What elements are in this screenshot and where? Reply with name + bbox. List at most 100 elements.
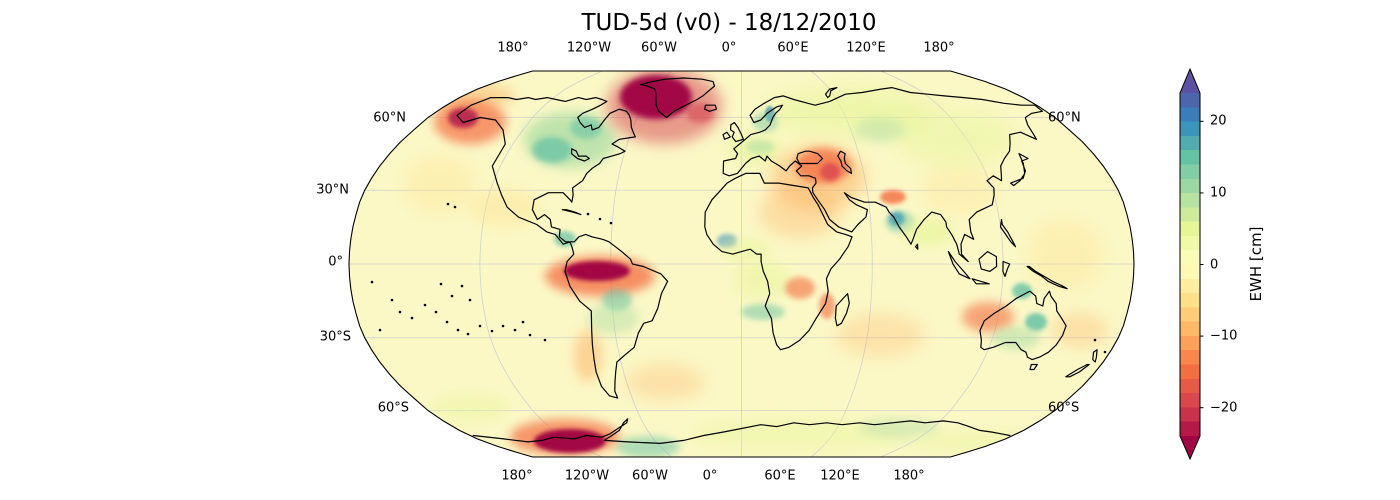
map-boundary-outline	[348, 70, 1135, 458]
island-dot	[434, 310, 438, 314]
coastline-path	[730, 121, 744, 143]
anomaly-australia-green-se	[992, 326, 1040, 350]
island-dot	[521, 320, 525, 324]
anomaly-antarctica-teal-1	[616, 436, 680, 457]
lon-tick-bottom: 60°E	[764, 468, 796, 484]
coastline-path	[999, 218, 1017, 248]
colorbar-extend-under	[1180, 436, 1200, 459]
lon-tick-top: 60°W	[641, 40, 677, 56]
coastline-path	[971, 278, 990, 285]
anomaly-colombia-teal	[554, 231, 576, 247]
anomaly-seasia-green	[902, 217, 954, 247]
lat-tick-left: 60°N	[373, 110, 406, 126]
island-dot	[439, 282, 443, 286]
island-dot	[456, 328, 460, 332]
anomaly-pacific-tint-e	[1027, 220, 1103, 290]
anomaly-canada-teal-core-1	[532, 137, 572, 163]
anomaly-himalaya-orange	[880, 190, 906, 204]
coastline-path	[1010, 153, 1029, 187]
island-dot	[490, 329, 494, 333]
lat-tick-right: 60°S	[1048, 400, 1080, 416]
anomaly-seafrica-orange	[785, 277, 815, 299]
lon-tick-top: 0°	[721, 40, 737, 56]
island-dot	[450, 294, 454, 298]
coastline-path	[1029, 363, 1038, 371]
anomaly-safrica-teal	[741, 304, 785, 320]
island-dot	[501, 324, 505, 328]
coastline-path	[561, 209, 582, 216]
anomaly-npacific-tint	[405, 157, 475, 213]
island-dot	[528, 333, 532, 337]
lon-tick-top: 180°	[497, 40, 529, 56]
coastline-path	[837, 150, 853, 174]
anomaly-iceland-red	[686, 103, 714, 123]
coastline-path	[722, 131, 731, 140]
island-dot	[453, 205, 457, 209]
coastline-path	[796, 150, 824, 165]
island-dot	[398, 310, 402, 314]
lat-tick-left: 30°S	[319, 329, 351, 345]
island-dot	[378, 328, 382, 332]
anomaly-china-tint	[920, 165, 1000, 215]
coastline-path	[978, 251, 998, 272]
anomaly-siberia-teal	[855, 118, 905, 142]
anomaly-mexico-tint	[470, 188, 540, 228]
anomaly-eantarctica-green	[910, 430, 1050, 454]
coastline-path	[834, 293, 850, 327]
coastline-path	[1092, 349, 1098, 363]
lat-tick-left: 60°S	[377, 400, 409, 416]
lon-tick-bottom: 0°	[702, 468, 718, 484]
island-dot	[410, 316, 414, 320]
anomaly-spacific-green	[430, 393, 510, 423]
anomaly-europe-teal	[746, 140, 774, 154]
anomaly-antarctica-teal-2	[860, 418, 940, 438]
coastline-path	[947, 251, 971, 280]
lon-tick-bottom: 120°W	[564, 468, 610, 484]
coastline-path	[1065, 363, 1090, 378]
coastline-path	[640, 77, 716, 119]
anomaly-antarctica-green	[690, 418, 910, 450]
coastline-path	[824, 87, 838, 99]
island-dot	[370, 280, 374, 284]
island-dot	[586, 212, 590, 216]
lon-tick-top: 60°E	[777, 40, 809, 56]
island-dot	[460, 284, 464, 288]
coastlines	[370, 77, 1107, 444]
lon-tick-top: 120°W	[566, 40, 612, 56]
anomaly-mideast-tint	[758, 186, 842, 238]
colorbar-axis-label: EWH [cm]	[1247, 226, 1265, 302]
lon-tick-bottom: 180°	[501, 468, 533, 484]
anomaly-canada-teal-core-2	[570, 117, 602, 139]
lon-tick-top: 120°E	[846, 40, 886, 56]
anomaly-madagascar-orange	[819, 293, 835, 319]
coastline-path	[704, 172, 853, 351]
island-dot	[445, 320, 449, 324]
lat-tick-right: 60°N	[1048, 110, 1081, 126]
colorbar-bar	[1180, 93, 1200, 436]
island-dot	[446, 202, 450, 206]
lat-tick-left: 30°N	[316, 182, 349, 198]
island-dot	[1103, 350, 1107, 354]
coastline-path	[914, 243, 919, 250]
lon-tick-bottom: 180°	[893, 468, 925, 484]
anomaly-africa-green-w	[720, 238, 770, 262]
anomaly-pacific-tint-se	[1052, 312, 1108, 348]
lon-tick-top: 180°	[923, 40, 955, 56]
coastline-path	[722, 87, 1043, 263]
island-dot	[466, 332, 470, 336]
anomaly-australia-teal-n	[1012, 283, 1032, 299]
island-dot	[478, 324, 482, 328]
anomaly-alaska-core	[448, 108, 478, 128]
coastline-path	[456, 97, 669, 399]
anomaly-amazon-core	[564, 261, 630, 281]
anomaly-caspian-core	[820, 163, 840, 181]
coastline-path	[570, 148, 590, 162]
coastline-path	[472, 418, 1011, 444]
colorbar-tick-label: −10	[1210, 328, 1238, 344]
anomaly-australia-teal-e	[1025, 313, 1047, 331]
chart-title: TUD-5d (v0) - 18/12/2010	[581, 10, 877, 36]
colorbar-outline	[1179, 67, 1201, 461]
colorbar-tick-label: 10	[1210, 185, 1227, 201]
